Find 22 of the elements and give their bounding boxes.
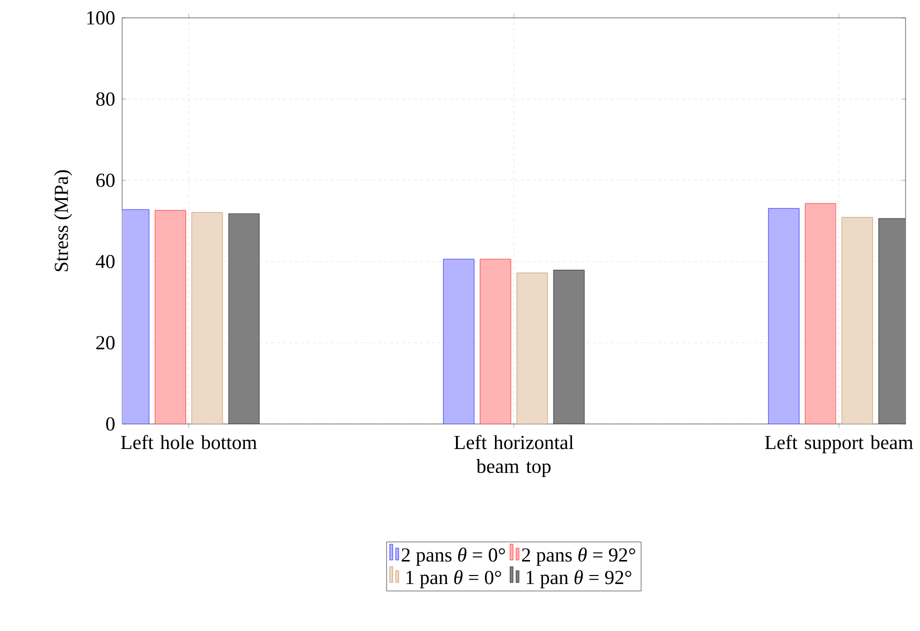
bar xyxy=(480,259,512,424)
legend-label: 1 pan θ = 92° xyxy=(526,570,632,588)
bar xyxy=(443,259,474,424)
legend-label: 1 pan θ = 0° xyxy=(406,570,502,588)
y-tick-label: 0 xyxy=(106,418,115,431)
bar xyxy=(516,272,548,424)
x-tick-label: Left hole bottom xyxy=(120,435,257,450)
y-tick-label: 100 xyxy=(87,11,115,25)
legend-label: 2 pans θ = 0° xyxy=(402,548,505,566)
y-tick-label: 60 xyxy=(96,174,115,188)
bar xyxy=(768,208,800,424)
x-tick-label: Left horizontal beam top xyxy=(454,435,574,478)
y-tick-label: 80 xyxy=(96,92,115,106)
y-tick-label: 40 xyxy=(96,255,115,268)
bar xyxy=(804,204,836,424)
bar xyxy=(192,212,223,424)
y-axis-title: Stress (MPa) xyxy=(54,170,72,272)
bar xyxy=(842,217,873,424)
legend-label: 2 pans θ = 92° xyxy=(522,548,636,566)
x-tick-label: Left support beam xyxy=(765,435,914,454)
y-tick-label: 20 xyxy=(96,336,115,350)
bar xyxy=(154,210,186,424)
